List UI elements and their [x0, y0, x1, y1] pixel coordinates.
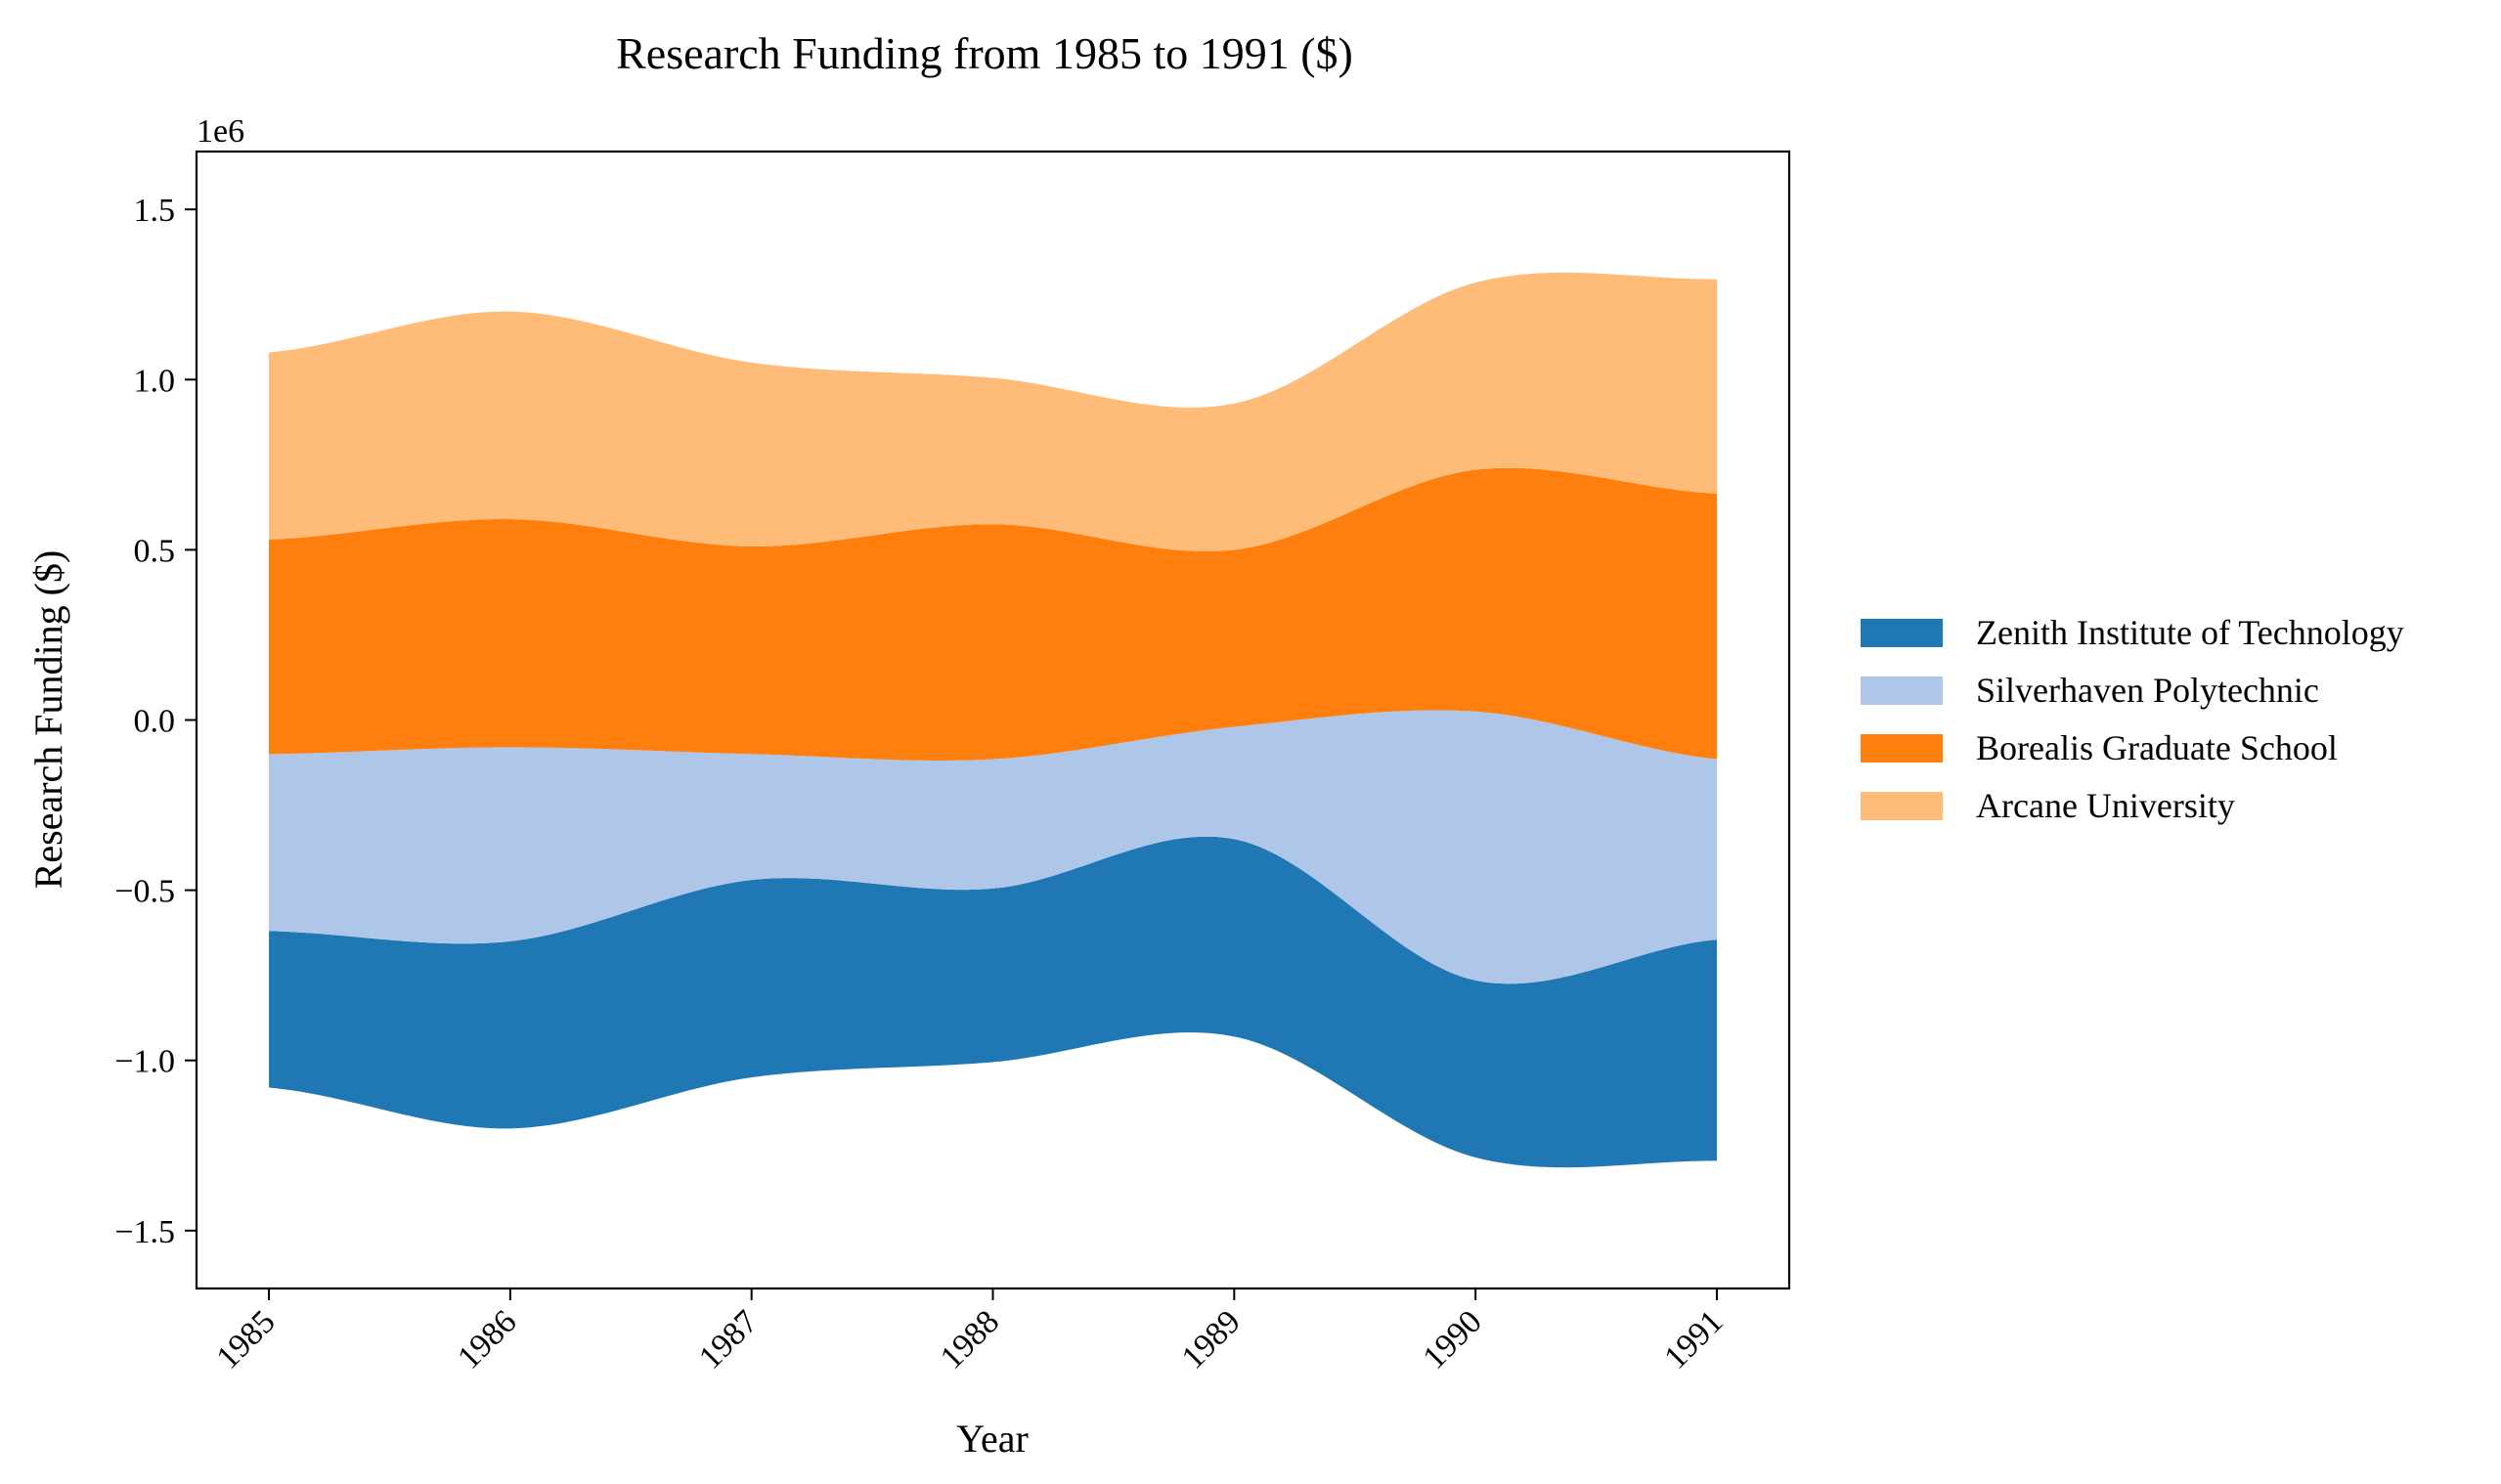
legend-label-arcane-university: Arcane University — [1976, 786, 2235, 825]
x-tick-label: 1985 — [209, 1303, 282, 1375]
y-axis-label: Research Funding ($) — [26, 550, 70, 890]
x-tick-label: 1987 — [692, 1303, 765, 1375]
x-tick-label: 1990 — [1417, 1303, 1489, 1375]
x-axis: 1985 1986 1987 1988 1989 1990 1991 — [209, 1288, 1731, 1376]
legend-swatch-arcane-university — [1861, 792, 1943, 820]
stream-zenith-institute-of-technology — [269, 836, 1717, 1168]
legend: Zenith Institute of Technology Silverhave… — [1861, 613, 2404, 825]
legend-label-silverhaven-polytechnic: Silverhaven Polytechnic — [1976, 671, 2319, 710]
stream-arcane-university — [269, 272, 1717, 551]
stream-borealis-graduate-school — [269, 467, 1717, 761]
x-tick-label: 1986 — [451, 1303, 523, 1375]
legend-label-zenith-institute-of-technology: Zenith Institute of Technology — [1976, 613, 2404, 652]
y-tick-label: 1.0 — [134, 363, 176, 399]
stream-silverhaven-polytechnic — [269, 710, 1717, 984]
chart-title: Research Funding from 1985 to 1991 ($) — [616, 28, 1353, 78]
y-tick-label: −1.5 — [114, 1214, 175, 1250]
y-axis: −1.5 −1.0 −0.5 0.0 0.5 1.0 1.5 — [114, 193, 197, 1250]
y-tick-label: 1.5 — [134, 193, 176, 229]
legend-swatch-silverhaven-polytechnic — [1861, 677, 1943, 705]
y-tick-label: 0.5 — [134, 533, 176, 569]
x-axis-label: Year — [956, 1417, 1029, 1461]
legend-label-borealis-graduate-school: Borealis Graduate School — [1976, 728, 2338, 767]
y-tick-label: −0.5 — [114, 874, 175, 910]
y-tick-label: −1.0 — [114, 1044, 175, 1080]
stream-layers — [269, 272, 1717, 1168]
legend-swatch-borealis-graduate-school — [1861, 734, 1943, 763]
x-tick-label: 1991 — [1657, 1303, 1730, 1375]
legend-swatch-zenith-institute-of-technology — [1861, 619, 1943, 647]
x-tick-label: 1989 — [1175, 1303, 1248, 1375]
x-tick-label: 1988 — [934, 1303, 1006, 1375]
y-tick-label: 0.0 — [134, 704, 176, 740]
y-offset-label: 1e6 — [197, 113, 244, 150]
